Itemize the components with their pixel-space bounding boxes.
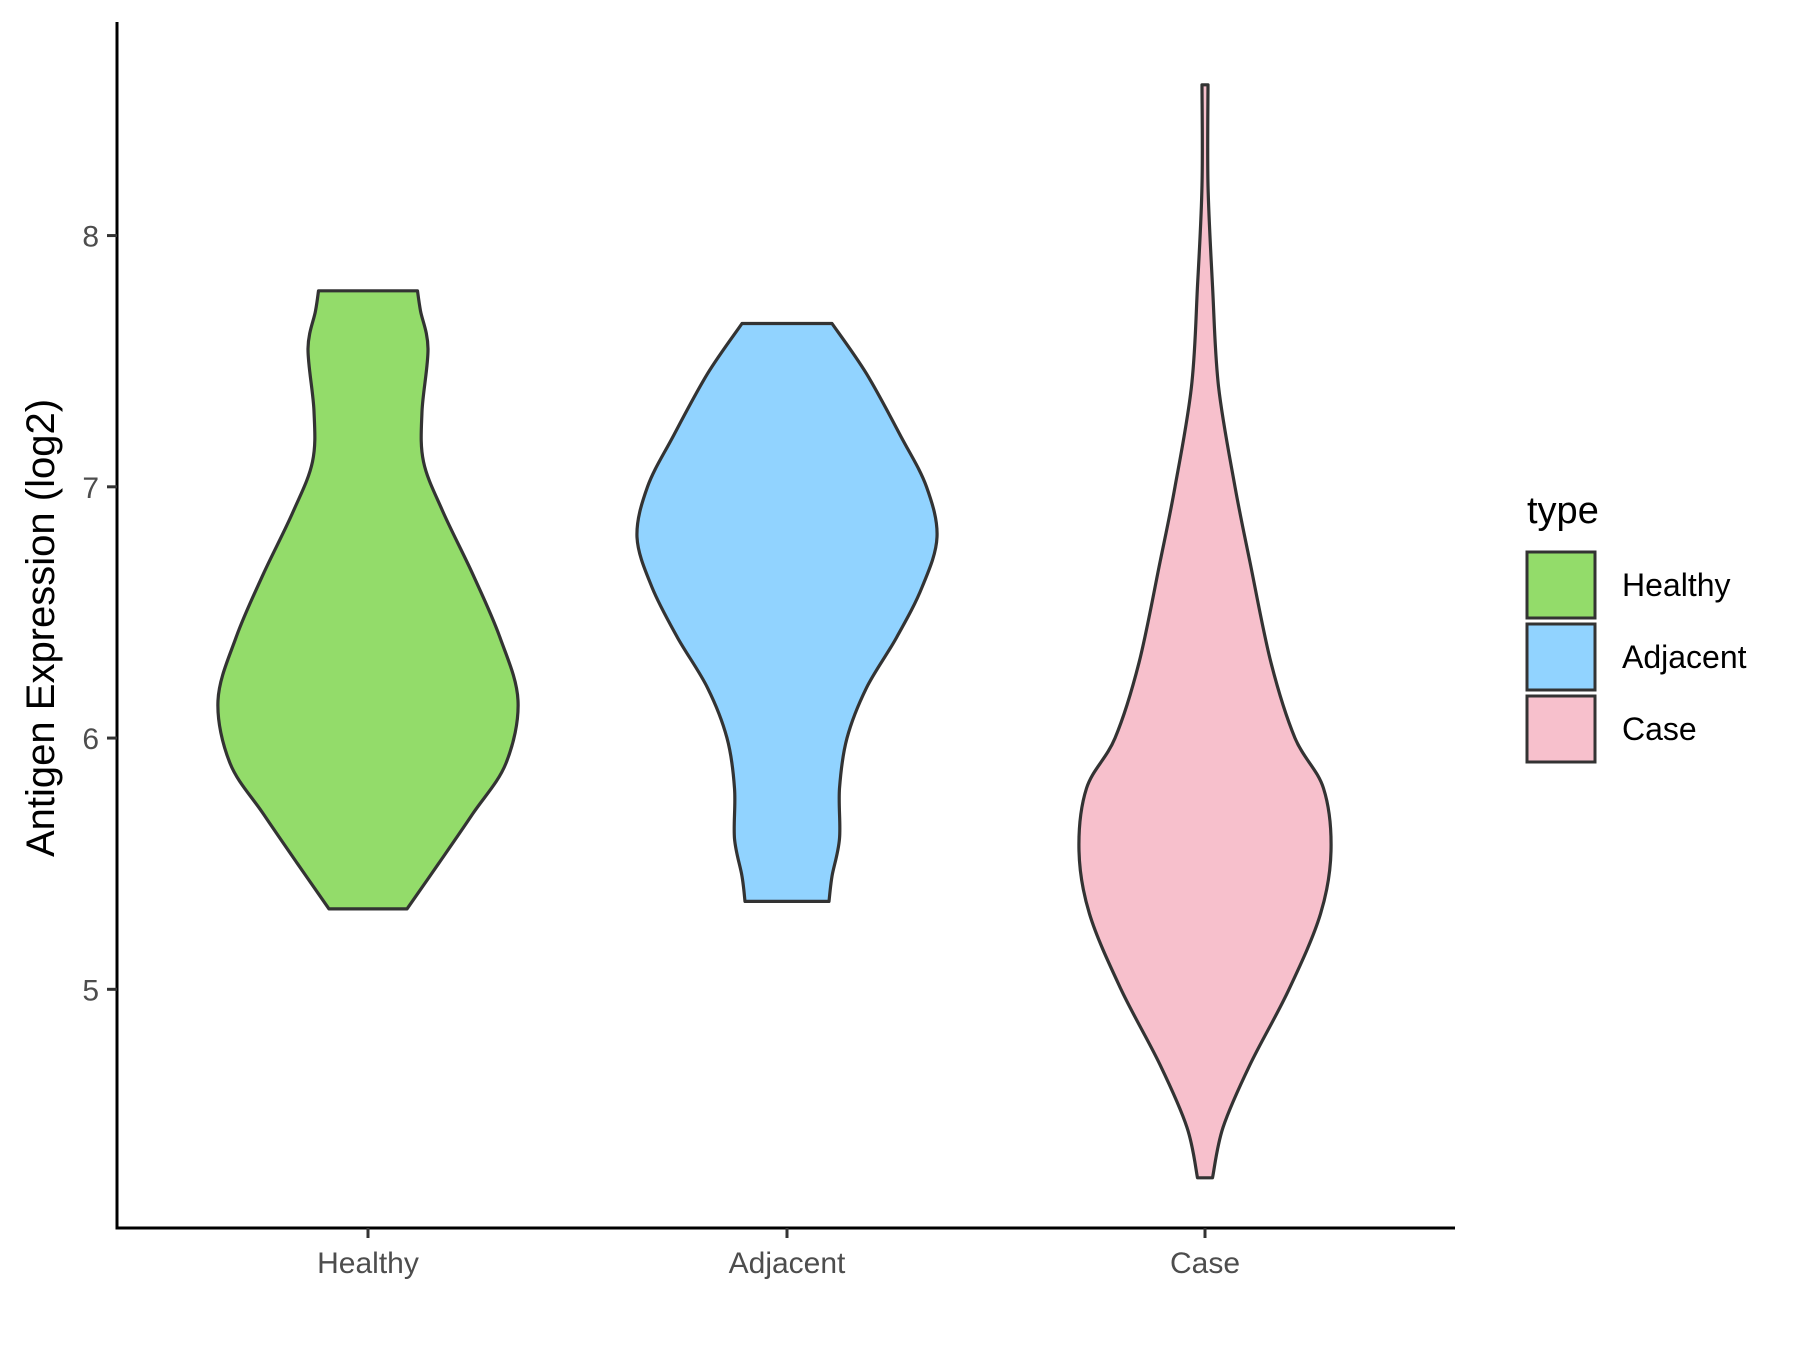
legend-label-case: Case: [1622, 711, 1697, 747]
violin-healthy: [216, 289, 520, 911]
legend-swatch-case: [1525, 694, 1597, 764]
violin-adjacent: [635, 321, 939, 903]
violin-case: [1077, 83, 1333, 1180]
y-axis-ticks: 5 6 7 8: [82, 221, 117, 1007]
y-tick-label: 8: [82, 221, 99, 254]
y-axis-title: Antigen Expression (log2): [19, 399, 63, 857]
legend-swatch-adjacent: [1525, 622, 1597, 692]
legend: type Healthy Adjacent Case: [1525, 490, 1747, 764]
violin-group: [216, 83, 1333, 1180]
legend-title: type: [1527, 490, 1599, 532]
x-tick-label-case: Case: [1170, 1247, 1240, 1280]
x-tick-label-healthy: Healthy: [317, 1247, 419, 1280]
y-tick-label: 6: [82, 723, 99, 756]
legend-swatch-healthy: [1525, 550, 1597, 620]
y-tick-label: 5: [82, 974, 99, 1007]
legend-label-healthy: Healthy: [1622, 567, 1731, 603]
x-tick-label-adjacent: Adjacent: [729, 1247, 846, 1280]
legend-items: Healthy Adjacent Case: [1525, 550, 1747, 764]
x-axis-ticks: Healthy Adjacent Case: [317, 1228, 1240, 1280]
legend-label-adjacent: Adjacent: [1622, 639, 1747, 675]
y-tick-label: 7: [82, 472, 99, 505]
